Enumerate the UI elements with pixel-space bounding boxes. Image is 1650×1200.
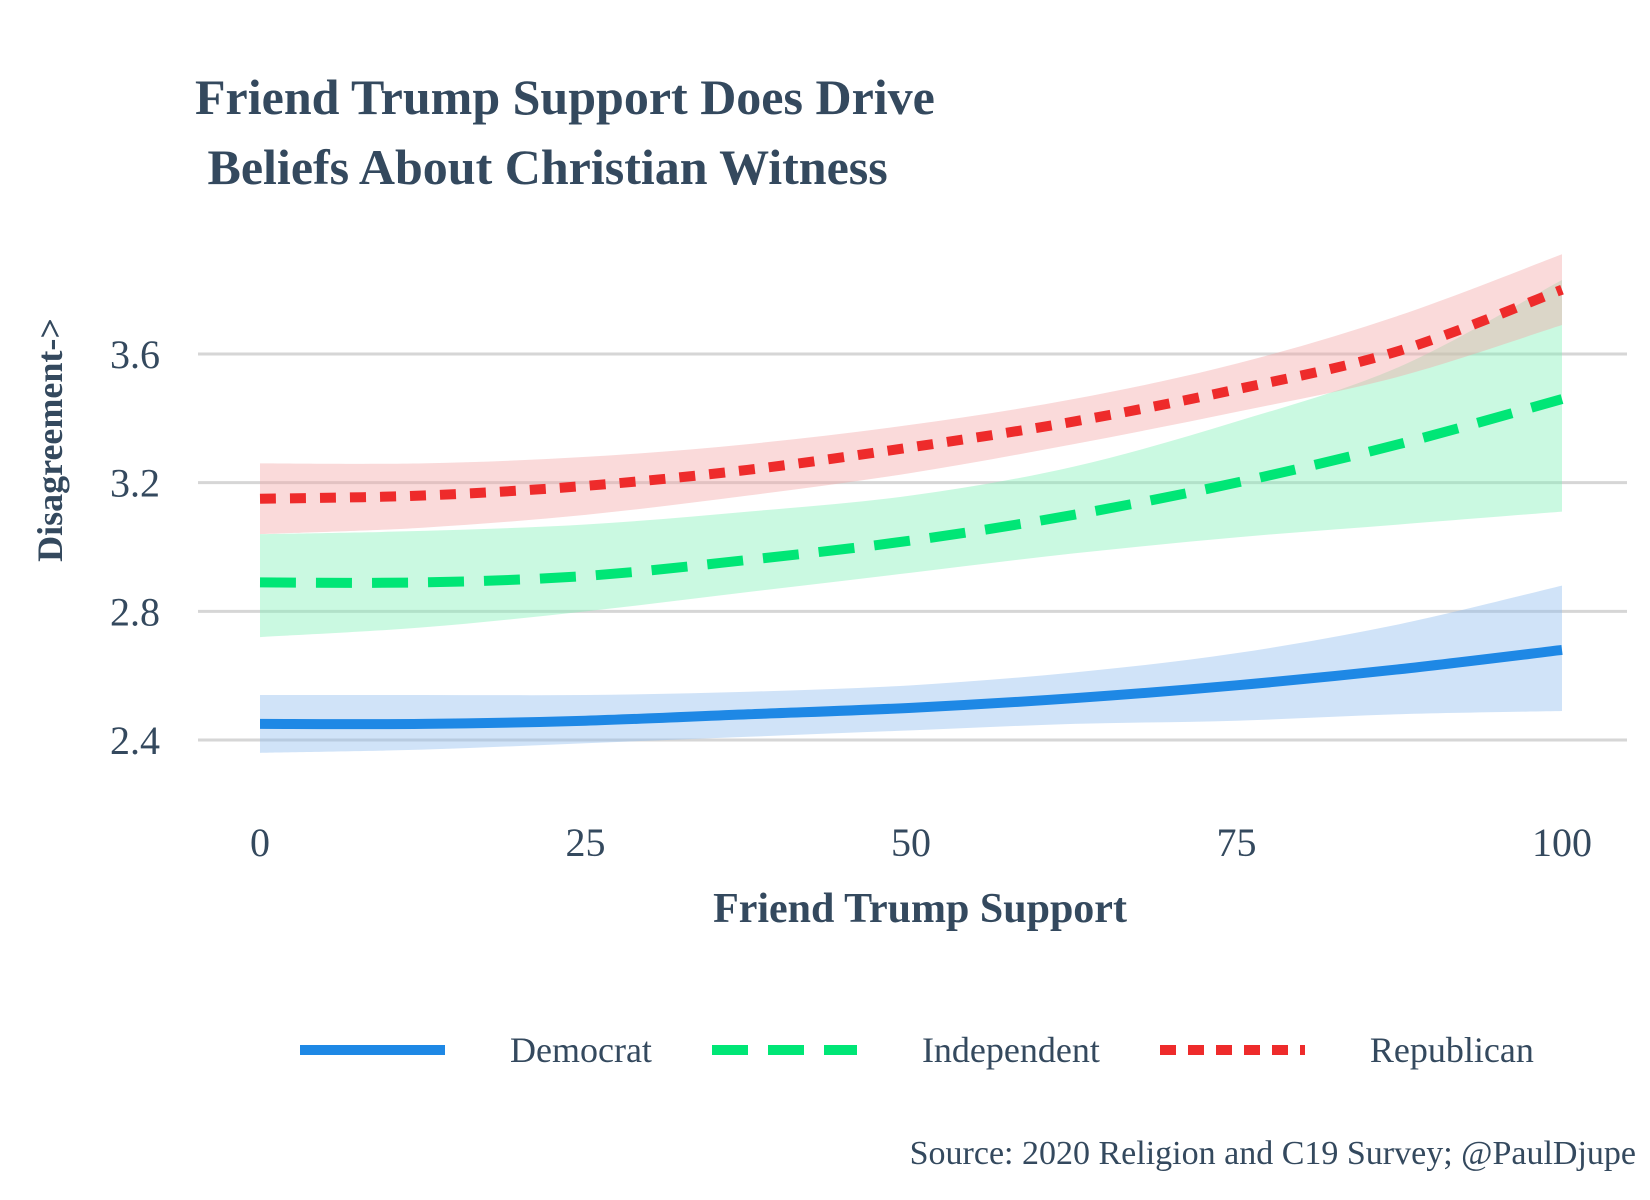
series-line-republican xyxy=(259,284,1564,504)
confidence-band-republican xyxy=(260,254,1562,535)
legend-key-republican xyxy=(1159,1045,1305,1055)
legend-item-democrat[interactable]: Democrat xyxy=(300,1029,652,1071)
confidence-band-democrat xyxy=(260,585,1562,753)
legend-label-republican: Republican xyxy=(1369,1030,1534,1070)
chart-title: Friend Trump Support Does Drive Beliefs … xyxy=(195,69,935,195)
y-tick-label: 3.2 xyxy=(110,461,160,506)
confidence-band-independent xyxy=(260,280,1562,638)
legend-label-democrat: Democrat xyxy=(510,1030,652,1070)
x-axis-title: Friend Trump Support xyxy=(713,886,1127,932)
y-tick-label: 2.8 xyxy=(110,589,160,634)
y-tick-labels: 2.4 2.8 3.2 3.6 xyxy=(110,332,160,763)
x-tick-label: 0 xyxy=(250,820,270,865)
legend-key-independent xyxy=(711,1045,857,1055)
series-line-independent xyxy=(259,394,1564,588)
y-axis-title: Disagreement-> xyxy=(30,318,70,562)
legend-item-independent[interactable]: Independent xyxy=(711,1029,1100,1071)
legend-label-independent: Independent xyxy=(921,1030,1100,1070)
legend-item-republican[interactable]: Republican xyxy=(1159,1029,1534,1071)
y-tick-label: 2.4 xyxy=(110,718,160,763)
source-caption: Source: 2020 Religion and C19 Survey; @P… xyxy=(909,1135,1636,1172)
series-line-democrat xyxy=(259,644,1563,730)
x-tick-label: 25 xyxy=(566,820,606,865)
y-tick-label: 3.6 xyxy=(110,332,160,377)
confidence-bands xyxy=(260,254,1562,753)
x-tick-labels: 0 25 50 75 100 xyxy=(250,820,1592,865)
legend: Democrat Independent Republican xyxy=(300,1020,1594,1080)
legend-key-democrat xyxy=(300,1045,445,1055)
x-tick-label: 75 xyxy=(1217,820,1257,865)
series-lines xyxy=(259,284,1564,730)
x-tick-label: 50 xyxy=(891,820,931,865)
x-tick-label: 100 xyxy=(1532,820,1592,865)
